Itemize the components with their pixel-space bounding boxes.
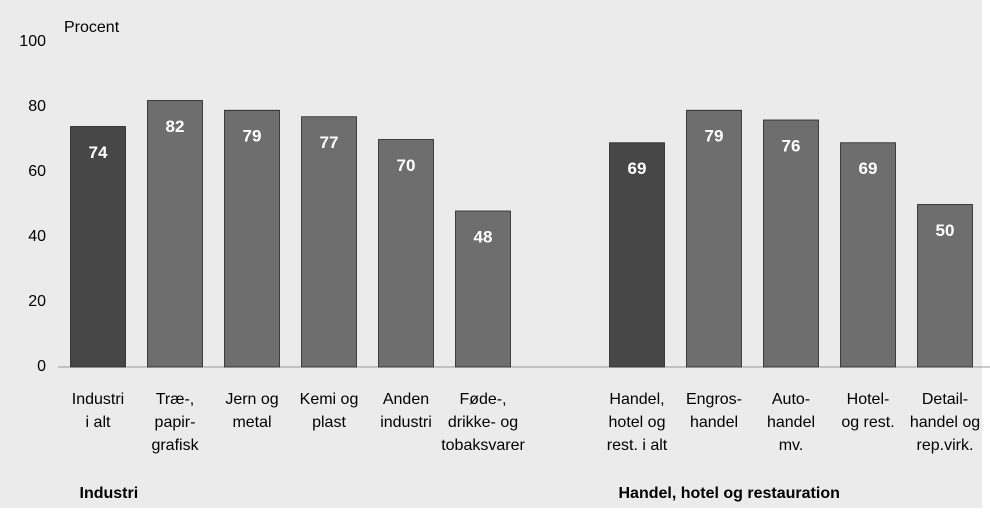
value-label: 77 xyxy=(320,133,339,152)
y-tick-label: 0 xyxy=(37,358,46,375)
y-tick-label: 100 xyxy=(19,33,46,50)
value-label: 69 xyxy=(628,159,647,178)
value-label: 79 xyxy=(243,127,262,146)
value-label: 79 xyxy=(705,127,724,146)
x-tick-label: Jern og metal xyxy=(225,391,278,431)
bar xyxy=(301,116,357,368)
x-tick-line: handel xyxy=(767,414,815,431)
bar xyxy=(147,100,203,368)
y-tick-label: 80 xyxy=(28,98,46,115)
bar xyxy=(840,142,896,368)
x-tick-line: Træ-, xyxy=(156,391,195,408)
bar xyxy=(378,139,434,368)
group-label: Industri xyxy=(80,485,139,502)
x-tick-line: rest. i alt xyxy=(607,437,668,454)
x-tick-line: metal xyxy=(232,414,271,431)
bar xyxy=(917,204,973,368)
x-tick-line: Auto- xyxy=(772,391,810,408)
value-label: 69 xyxy=(859,159,878,178)
x-tick-line: grafisk xyxy=(151,437,199,454)
value-label: 48 xyxy=(474,227,493,246)
x-tick-line: Handel, xyxy=(609,391,664,408)
x-tick-label: Kemi og plast xyxy=(300,391,359,431)
value-label: 70 xyxy=(397,156,416,175)
x-tick-line: Detail- xyxy=(922,391,968,408)
x-tick-label: Industri i alt xyxy=(72,391,124,431)
x-tick-label: Engros-handel xyxy=(686,391,742,431)
x-tick-line: papir- xyxy=(155,414,196,431)
y-tick-label: 40 xyxy=(28,228,46,245)
x-tick-line: Engros- xyxy=(686,391,742,408)
x-tick-line: Anden xyxy=(383,391,429,408)
bar xyxy=(224,109,280,368)
axis-label: Procent xyxy=(64,19,120,36)
x-tick-line: Jern og xyxy=(225,391,278,408)
x-tick-label: Auto-handel mv. xyxy=(767,391,815,454)
x-tick-line: mv. xyxy=(779,437,804,454)
value-label: 82 xyxy=(166,117,185,136)
x-tick-line: Kemi og xyxy=(300,391,359,408)
bar xyxy=(70,126,126,368)
value-label: 76 xyxy=(782,136,801,155)
x-tick-line: handel og xyxy=(910,414,980,431)
x-tick-label: Anden industri xyxy=(380,391,432,431)
x-tick-line: handel xyxy=(690,414,738,431)
x-tick-label: Træ-, papir-grafisk xyxy=(151,391,199,454)
x-tick-label: Detail-handel og rep.virk. xyxy=(910,391,980,454)
x-tick-line: i alt xyxy=(86,414,111,431)
x-tick-line: drikke- og xyxy=(448,414,518,431)
y-tick-label: 60 xyxy=(28,163,46,180)
x-tick-line: Føde-, xyxy=(459,391,506,408)
x-tick-line: hotel og xyxy=(609,414,666,431)
value-label: 74 xyxy=(89,143,108,162)
value-label: 50 xyxy=(936,221,955,240)
x-tick-line: rep.virk. xyxy=(917,437,974,454)
group-label: Handel, hotel og restauration xyxy=(619,485,840,502)
y-tick-label: 20 xyxy=(28,293,46,310)
bar xyxy=(609,142,665,368)
bar xyxy=(455,210,511,368)
x-tick-line: og rest. xyxy=(841,414,894,431)
bar xyxy=(686,109,742,368)
bar xyxy=(763,119,819,368)
x-tick-label: Hotel-og rest. xyxy=(841,391,894,431)
x-tick-line: Hotel- xyxy=(847,391,890,408)
x-tick-line: industri xyxy=(380,414,432,431)
x-tick-label: Føde-, drikke- og tobaksvarer xyxy=(441,391,525,454)
x-tick-label: Handel, hotel og rest. i alt xyxy=(607,391,668,454)
x-tick-line: Industri xyxy=(72,391,124,408)
x-tick-line: tobaksvarer xyxy=(441,437,525,454)
x-tick-line: plast xyxy=(312,414,346,431)
